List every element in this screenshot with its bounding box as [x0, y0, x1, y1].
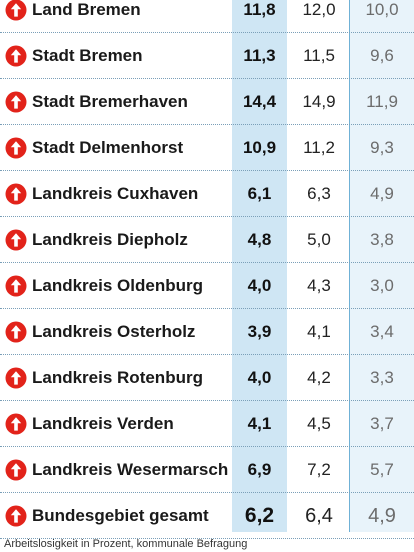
row-previous-value: 7,2: [307, 460, 331, 479]
row-name: Landkreis Wesermarsch: [32, 460, 229, 479]
row-name: Land Bremen: [32, 0, 141, 19]
row-previous-value: 11,5: [303, 46, 335, 65]
row-previous-value: 14,9: [302, 92, 336, 111]
row-separator: [0, 262, 414, 263]
arrow-up-circle-icon: [5, 459, 27, 481]
table-row: Stadt Delmenhorst 10,9 11,2 9,3: [0, 125, 414, 171]
arrow-up-circle-icon: [5, 0, 27, 21]
row-previous-value: 11,2: [303, 138, 335, 157]
row-current-value: 10,9: [242, 138, 277, 157]
row-earlier-value: 3,8: [370, 230, 394, 249]
row-earlier-value: 4,9: [370, 184, 394, 203]
arrow-up-circle-icon: [5, 91, 27, 113]
table-row: Landkreis Oldenburg 4,0 4,3 3,0: [0, 263, 414, 309]
row-earlier-value: 3,3: [370, 368, 394, 387]
row-previous-value: 4,5: [307, 414, 331, 433]
arrow-up-circle-icon: [5, 321, 27, 343]
row-previous-value: 6,3: [307, 184, 331, 203]
row-current-value: 11,3: [243, 46, 276, 65]
column-divider: [349, 0, 350, 532]
row-current-value: 4,0: [247, 368, 272, 387]
arrow-up-circle-icon: [5, 413, 27, 435]
row-separator: [0, 308, 414, 309]
row-previous-value: 4,3: [307, 276, 331, 295]
row-earlier-value: 9,3: [370, 138, 394, 157]
row-earlier-value: 3,7: [370, 414, 394, 433]
row-current-value: 6,9: [247, 460, 272, 479]
row-earlier-value: 9,6: [370, 46, 394, 65]
row-separator: [0, 446, 414, 447]
row-previous-value: 5,0: [307, 230, 331, 249]
row-name: Landkreis Rotenburg: [32, 368, 203, 387]
table-row: Bundesgebiet gesamt 6,2 6,4 4,9: [0, 493, 414, 539]
earlier-column-background: [350, 0, 414, 532]
row-separator: [0, 538, 414, 539]
row-name: Stadt Bremen: [32, 46, 143, 65]
arrow-up-circle-icon: [5, 229, 27, 251]
row-separator: [0, 216, 414, 217]
table-row: Landkreis Rotenburg 4,0 4,2 3,3: [0, 355, 414, 401]
arrow-up-circle-icon: [5, 183, 27, 205]
row-name: Landkreis Osterholz: [32, 322, 196, 341]
row-previous-value: 4,1: [307, 322, 331, 341]
arrow-up-circle-icon: [5, 275, 27, 297]
row-current-value: 4,8: [247, 230, 272, 249]
row-current-value: 4,1: [247, 414, 272, 433]
row-name: Stadt Delmenhorst: [32, 138, 184, 157]
arrow-up-circle-icon: [5, 367, 27, 389]
row-previous-value: 6,4: [305, 505, 333, 527]
table-row: Landkreis Verden 4,1 4,5 3,7: [0, 401, 414, 447]
row-name: Landkreis Cuxhaven: [32, 184, 199, 203]
row-current-value: 3,9: [247, 322, 272, 341]
row-separator: [0, 492, 414, 493]
arrow-up-circle-icon: [5, 45, 27, 67]
table-row: Land Bremen 11,8 12,0 10,0: [0, 0, 414, 33]
row-separator: [0, 354, 414, 355]
arrow-up-circle-icon: [5, 137, 27, 159]
row-current-value: 14,4: [242, 92, 277, 111]
row-earlier-value: 4,9: [368, 505, 396, 527]
row-current-value: 4,0: [247, 276, 272, 295]
row-earlier-value: 10,0: [365, 0, 399, 19]
row-separator: [0, 32, 414, 33]
row-earlier-value: 3,0: [370, 276, 394, 295]
table-row: Landkreis Diepholz 4,8 5,0 3,8: [0, 217, 414, 263]
row-separator: [0, 124, 414, 125]
table-row: Landkreis Wesermarsch 6,9 7,2 5,7: [0, 447, 414, 493]
row-current-value: 6,1: [247, 184, 272, 203]
current-column-background: [232, 0, 287, 532]
row-name: Stadt Bremerhaven: [32, 92, 188, 111]
table-row: Landkreis Cuxhaven 6,1 6,3 4,9: [0, 171, 414, 217]
table-row: Stadt Bremerhaven 14,4 14,9 11,9: [0, 79, 414, 125]
row-current-value: 6,2: [244, 504, 275, 527]
row-name: Landkreis Oldenburg: [32, 276, 203, 295]
table-row: Landkreis Osterholz 3,9 4,1 3,4: [0, 309, 414, 355]
row-current-value: 11,8: [243, 0, 276, 19]
row-previous-value: 12,0: [302, 0, 336, 19]
table-row: Stadt Bremen 11,3 11,5 9,6: [0, 33, 414, 79]
row-name: Landkreis Diepholz: [32, 230, 188, 249]
row-separator: [0, 78, 414, 79]
row-previous-value: 4,2: [307, 368, 331, 387]
row-separator: [0, 400, 414, 401]
row-earlier-value: 5,7: [370, 460, 394, 479]
row-name: Bundesgebiet gesamt: [32, 506, 209, 525]
row-earlier-value: 11,9: [366, 92, 398, 111]
row-name: Landkreis Verden: [32, 414, 174, 433]
footnote: Arbeitslosigkeit in Prozent, kommunale B…: [4, 538, 248, 550]
arrow-up-circle-icon: [5, 505, 27, 527]
row-earlier-value: 3,4: [370, 322, 394, 341]
row-separator: [0, 170, 414, 171]
